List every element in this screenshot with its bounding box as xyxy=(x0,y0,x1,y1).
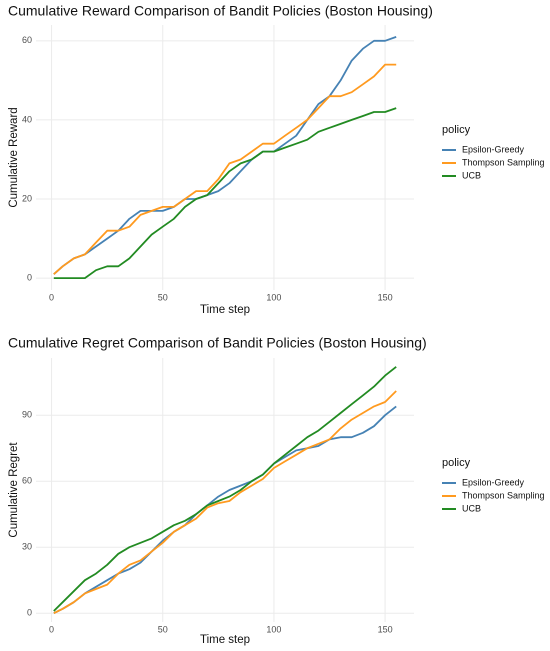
series-line xyxy=(53,107,397,280)
y-tick-label: 0 xyxy=(27,608,32,618)
x-tick-label: 150 xyxy=(378,624,393,634)
x-tick-label: 50 xyxy=(158,292,168,302)
legend-label: Thompson Sampling xyxy=(462,157,545,167)
chart-title: Cumulative Regret Comparison of Bandit P… xyxy=(8,335,427,351)
x-tick-label: 50 xyxy=(158,624,168,634)
y-tick-label: 90 xyxy=(22,410,32,420)
legend-label: Epsilon-Greedy xyxy=(462,144,525,154)
x-tick-label: 150 xyxy=(378,292,393,302)
legend-label: UCB xyxy=(462,503,481,513)
y-tick-label: 30 xyxy=(22,542,32,552)
y-tick-label: 20 xyxy=(22,193,32,203)
series-line xyxy=(53,405,397,615)
y-tick-label: 40 xyxy=(22,114,32,124)
legend-label: Epsilon-Greedy xyxy=(462,477,525,487)
series-line xyxy=(53,390,397,615)
legend-title: policy xyxy=(442,124,471,136)
x-tick-label: 0 xyxy=(49,292,54,302)
chart-title: Cumulative Reward Comparison of Bandit P… xyxy=(8,3,433,19)
series-line xyxy=(53,36,397,275)
x-axis-title: Time step xyxy=(200,304,250,316)
y-tick-label: 60 xyxy=(22,476,32,486)
legend-title: policy xyxy=(442,457,471,469)
y-tick-label: 60 xyxy=(22,35,32,45)
series-line xyxy=(53,366,397,612)
x-tick-label: 100 xyxy=(266,624,281,634)
x-tick-label: 100 xyxy=(266,292,281,302)
x-axis-title: Time step xyxy=(200,634,250,646)
legend-label: UCB xyxy=(462,170,481,180)
y-tick-label: 0 xyxy=(27,273,32,283)
series-line xyxy=(53,63,397,275)
legend-label: Thompson Sampling xyxy=(462,490,545,500)
y-axis-title: Cumulative Reward xyxy=(8,107,20,207)
x-tick-label: 0 xyxy=(49,624,54,634)
y-axis-title: Cumulative Regret xyxy=(8,442,20,538)
